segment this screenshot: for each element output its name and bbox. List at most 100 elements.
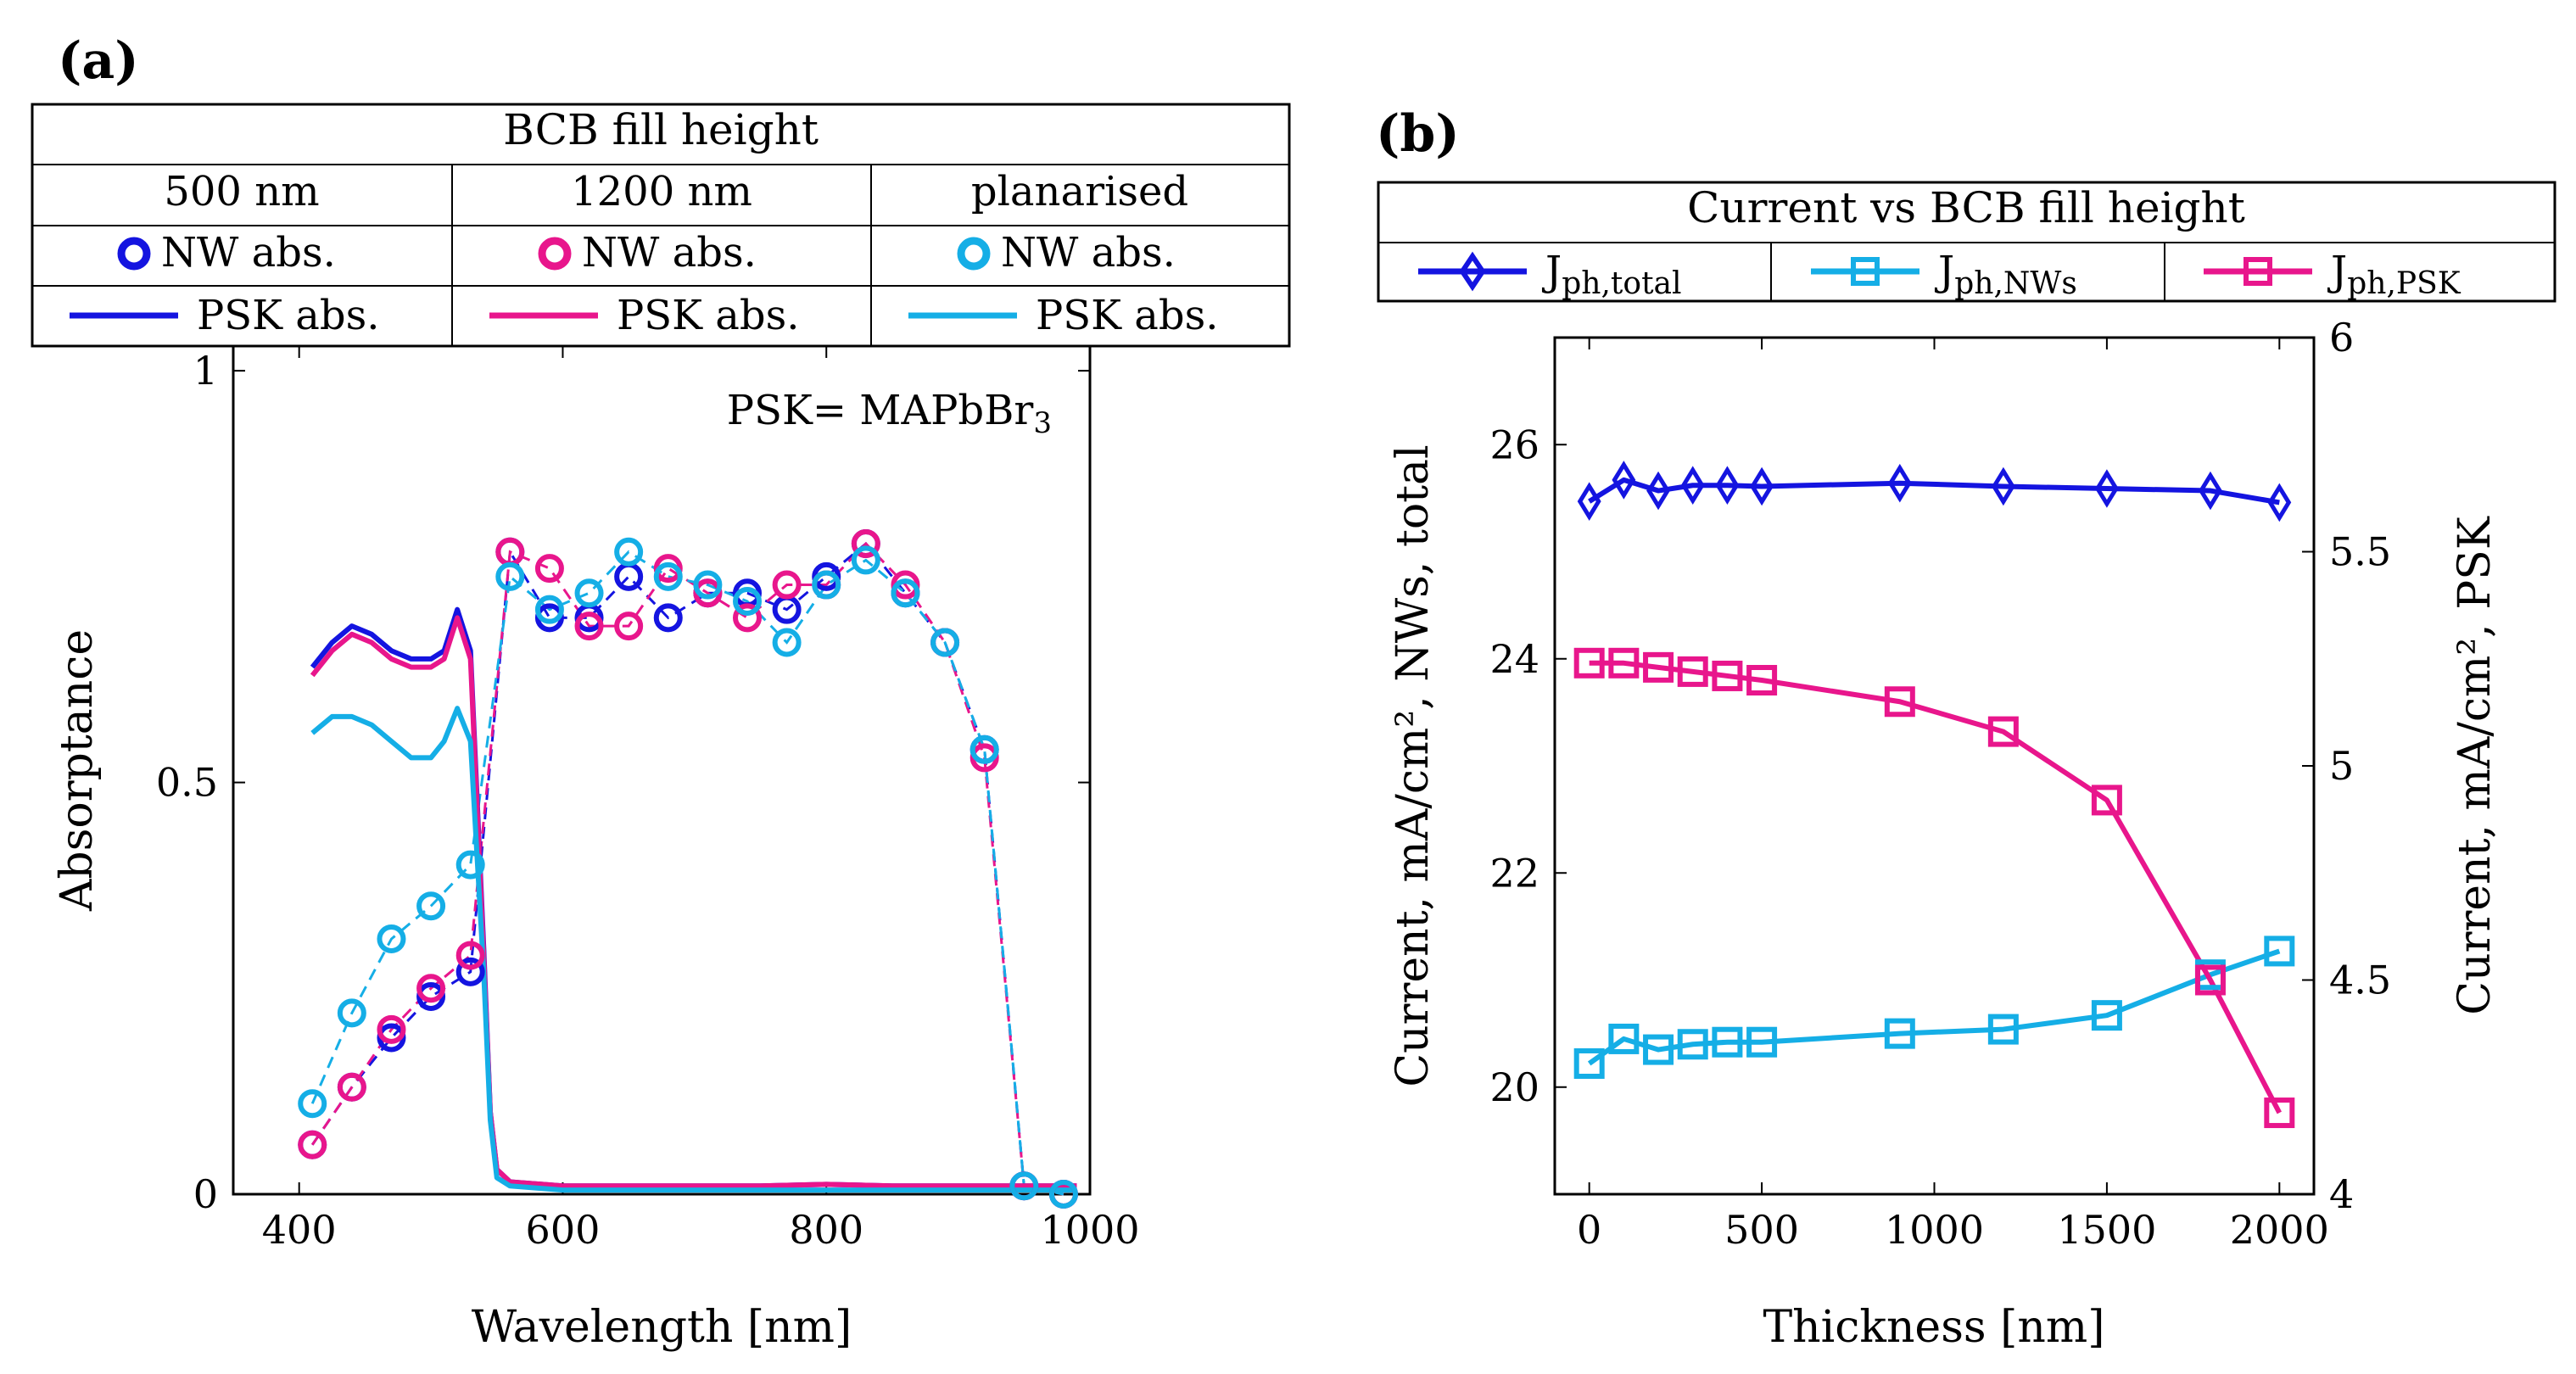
legend-b-marker-nws	[1851, 257, 1880, 286]
legend-b-label-nws-base: J	[1934, 248, 1954, 295]
nw-point	[772, 570, 802, 600]
x-tick-label: 1000	[1885, 1207, 1984, 1253]
nw-point	[455, 957, 485, 986]
panel-label-b: (b)	[1376, 104, 1460, 164]
legend-b-label-total: Jph,total	[1541, 248, 1682, 301]
nw-point	[614, 561, 644, 591]
nw-dashed-line	[310, 541, 1064, 1196]
legend-b-label-nws: Jph,NWs	[1934, 248, 2077, 301]
current-line	[1587, 948, 2281, 1066]
nw-point	[969, 734, 999, 764]
nw-point	[1009, 1171, 1039, 1201]
square-point	[1712, 1026, 1743, 1058]
x-tick-label: 1000	[1040, 1207, 1139, 1253]
total-point	[1646, 471, 1670, 511]
legend-b-label-total-sub: ph,total	[1562, 266, 1681, 301]
nw-point	[337, 1072, 366, 1102]
legend-psk-label: PSK abs.	[1036, 292, 1219, 339]
nw-point	[455, 941, 485, 970]
nw-point	[851, 545, 880, 575]
nw-point	[693, 570, 723, 600]
plot-b: 0 500 1000 1500 2000 20 22 24 26 4 4.5 5 5.5 6 Thickn…	[1388, 315, 2501, 1353]
square-point	[2264, 936, 2295, 967]
nw-dashed-line	[310, 541, 1064, 1196]
x-tick-label: 600	[526, 1207, 601, 1253]
total-point	[1750, 466, 1774, 506]
legend-a: BCB fill height 500 nm 1200 nm planarise…	[31, 103, 1291, 348]
y-left-tick-label: 26	[1489, 422, 1539, 467]
legend-b: Current vs BCB fill height Jph,total Jph…	[1377, 181, 2556, 303]
square-point	[2091, 785, 2122, 816]
nw-point	[377, 924, 406, 954]
plot-a-ticks: 400 600 800 1000 0 0.5 1	[156, 346, 1140, 1253]
nw-point	[298, 1130, 327, 1159]
current-line	[1588, 477, 2280, 505]
nw-point	[930, 628, 960, 657]
x-tick-label: 500	[1724, 1207, 1799, 1253]
square-point	[1677, 656, 1708, 687]
y-axis-title-right-b: Current, mA/cm², PSK	[2450, 516, 2501, 1015]
nw-point	[574, 578, 604, 608]
square-point	[1987, 716, 2019, 747]
nw-point	[377, 1014, 406, 1044]
nw-point	[416, 891, 446, 921]
y-right-tick-label: 6	[2329, 315, 2354, 360]
total-point	[1577, 482, 1601, 521]
nw-point	[534, 595, 564, 624]
x-tick-label: 2000	[2230, 1207, 2329, 1253]
nw-point	[653, 603, 683, 633]
legend-psk-label: PSK abs.	[617, 292, 800, 339]
nw-point	[455, 850, 485, 880]
nw-point	[812, 570, 841, 600]
square-point	[1643, 651, 1674, 683]
square-point	[1608, 647, 1640, 679]
legend-a-col-500: 500 nm	[164, 168, 319, 215]
nw-point	[891, 570, 920, 600]
legend-b-label-total-base: J	[1541, 248, 1562, 295]
nw-point	[653, 554, 683, 584]
plot-a-lines	[310, 541, 1077, 1196]
legend-b-marker-total	[1459, 251, 1486, 292]
legend-a-title: BCB fill height	[503, 105, 819, 154]
panel-label-a: (a)	[58, 31, 139, 91]
nw-point	[614, 612, 644, 641]
nw-dashed-line	[310, 550, 1064, 1196]
annotation-text: PSK= MAPbBr	[727, 387, 1034, 434]
y-tick-label: 1	[193, 348, 218, 394]
total-point	[1991, 466, 2015, 506]
annotation-subscript: 3	[1033, 406, 1052, 440]
plot-b-markers	[1573, 461, 2295, 1129]
y-right-tick-label: 4.5	[2329, 958, 2391, 1003]
nw-point	[812, 561, 841, 591]
legend-b-label-nws-sub: ph,NWs	[1954, 266, 2077, 301]
nw-point	[733, 586, 762, 616]
square-point	[2091, 1000, 2122, 1031]
nw-point	[891, 578, 920, 608]
square-point	[1643, 1034, 1674, 1065]
square-point	[1712, 660, 1743, 691]
nw-point	[1048, 1180, 1078, 1209]
legend-nw-label: NW abs.	[1001, 229, 1176, 276]
nw-point	[574, 612, 604, 641]
y-right-tick-label: 4	[2329, 1171, 2354, 1217]
plot-a: PSK= MAPbBr3 400 600 800 1000 0 0.5 1 Waveleng…	[52, 344, 1140, 1353]
nw-point	[733, 603, 762, 633]
square-point	[1677, 1029, 1708, 1060]
square-point	[1573, 647, 1605, 679]
square-point	[1884, 686, 1915, 718]
total-point	[2199, 471, 2222, 511]
legend-psk-label: PSK abs.	[197, 292, 380, 339]
total-point	[1680, 466, 1705, 505]
psk-line	[310, 615, 1077, 1189]
legend-marker-cyan	[957, 237, 991, 271]
plot-b-lines	[1587, 477, 2282, 1114]
nw-point	[772, 628, 802, 657]
total-point	[1715, 466, 1740, 505]
y-right-tick-label: 5	[2329, 743, 2354, 789]
y-tick-label: 0	[193, 1171, 218, 1217]
nw-point	[416, 981, 446, 1011]
nw-point	[495, 561, 525, 591]
legend-b-marker-psk	[2244, 257, 2272, 286]
nw-point	[693, 578, 723, 608]
